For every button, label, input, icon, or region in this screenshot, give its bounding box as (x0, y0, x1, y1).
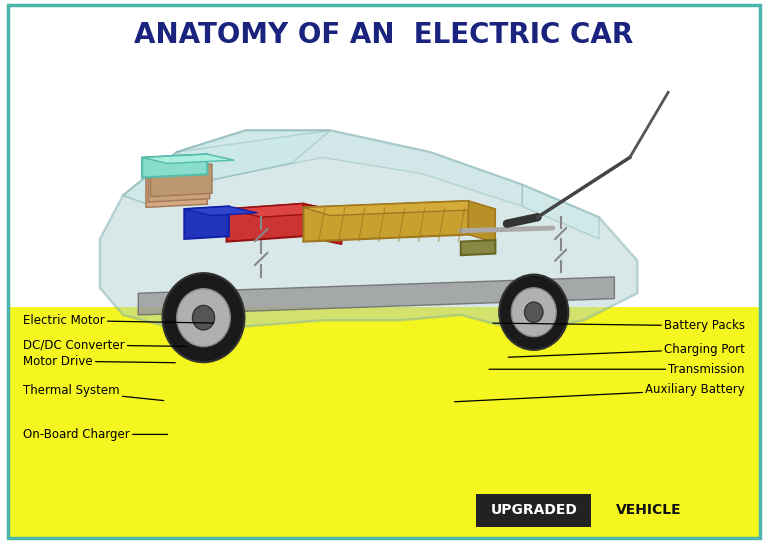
Ellipse shape (177, 289, 230, 346)
Polygon shape (148, 169, 210, 202)
Polygon shape (303, 204, 342, 244)
Ellipse shape (193, 305, 214, 330)
Text: VEHICLE: VEHICLE (616, 503, 682, 517)
Polygon shape (146, 175, 207, 207)
Text: Electric Motor: Electric Motor (23, 314, 214, 327)
Polygon shape (227, 204, 303, 242)
Polygon shape (184, 206, 229, 239)
Text: Charging Port: Charging Port (508, 343, 745, 357)
Polygon shape (123, 130, 330, 206)
Text: Auxiliary Battery: Auxiliary Battery (455, 383, 745, 402)
Polygon shape (177, 130, 522, 206)
Bar (8, 5, 760, 307)
Ellipse shape (511, 288, 556, 337)
Ellipse shape (163, 273, 244, 362)
Polygon shape (227, 204, 342, 217)
Polygon shape (184, 206, 257, 216)
Polygon shape (303, 201, 468, 242)
Ellipse shape (499, 275, 568, 350)
Text: Motor Drive: Motor Drive (23, 355, 175, 368)
Text: On-Board Charger: On-Board Charger (23, 428, 167, 441)
Ellipse shape (525, 302, 543, 323)
Polygon shape (461, 240, 495, 255)
Bar (8, 307, 760, 538)
Polygon shape (468, 201, 495, 243)
Text: DC/DC Converter: DC/DC Converter (23, 338, 187, 351)
Polygon shape (142, 154, 207, 178)
Polygon shape (303, 201, 495, 216)
Polygon shape (142, 154, 234, 163)
Bar (476, 494, 591, 527)
Polygon shape (100, 130, 637, 331)
Polygon shape (151, 164, 212, 197)
Text: Transmission: Transmission (489, 363, 745, 376)
Text: UPGRADED: UPGRADED (490, 503, 578, 517)
Polygon shape (522, 185, 599, 239)
Text: Battery Packs: Battery Packs (493, 319, 745, 332)
Text: ANATOMY OF AN  ELECTRIC CAR: ANATOMY OF AN ELECTRIC CAR (134, 21, 634, 49)
Polygon shape (138, 277, 614, 315)
Text: Thermal System: Thermal System (23, 384, 164, 401)
